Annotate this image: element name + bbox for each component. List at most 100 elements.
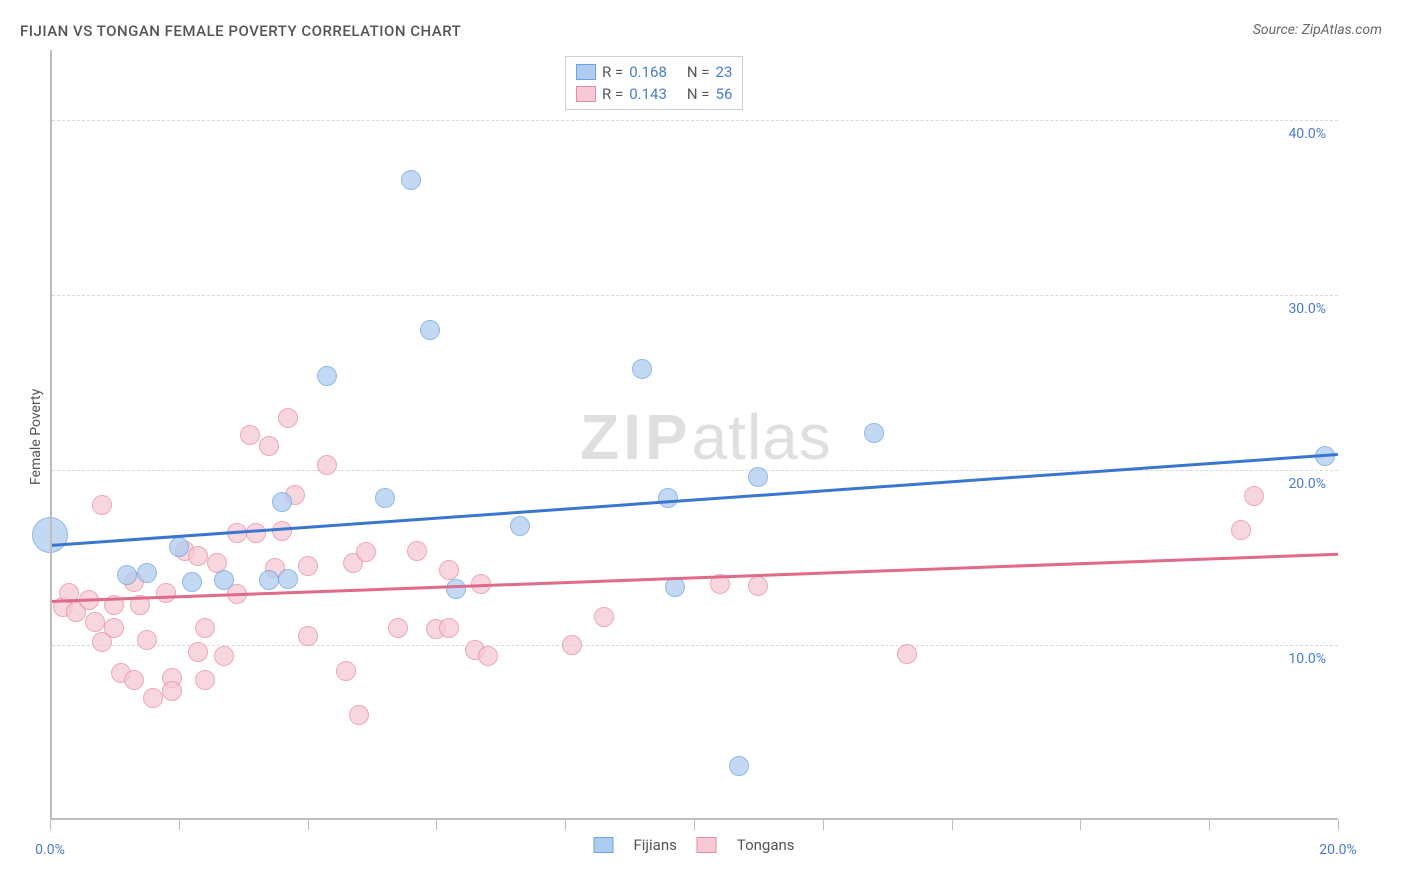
n-label: N = (687, 61, 710, 83)
scatter-point (188, 546, 208, 566)
scatter-point (169, 537, 189, 557)
r-label: R = (602, 83, 623, 105)
series-legend: Fijians Tongans (593, 836, 794, 854)
scatter-point (214, 646, 234, 666)
scatter-point (562, 635, 582, 655)
r-label: R = (602, 61, 623, 83)
n-label: N = (687, 83, 710, 105)
legend-label-tongans: Tongans (737, 836, 795, 854)
y-axis-label: Female Poverty (28, 389, 44, 485)
x-tick (1338, 820, 1339, 830)
scatter-point (298, 556, 318, 576)
scatter-point (272, 521, 292, 541)
scatter-point (356, 542, 376, 562)
scatter-point (92, 495, 112, 515)
legend-row-tongans: R = 0.143 N = 56 (576, 83, 732, 105)
y-tick-label: 40.0% (1288, 126, 1332, 142)
grid-line (52, 645, 1338, 646)
scatter-point (162, 681, 182, 701)
scatter-point (246, 523, 266, 543)
x-tick-label: 0.0% (35, 842, 65, 858)
grid-line (52, 470, 1338, 471)
scatter-point (124, 670, 144, 690)
scatter-point (143, 688, 163, 708)
scatter-point (897, 644, 917, 664)
y-tick-label: 10.0% (1288, 651, 1332, 667)
scatter-point (665, 577, 685, 597)
scatter-point (156, 583, 176, 603)
scatter-point (298, 626, 318, 646)
legend-label-fijians: Fijians (633, 836, 676, 854)
scatter-point (439, 560, 459, 580)
x-tick-label: 20.0% (1319, 842, 1357, 858)
scatter-point (240, 425, 260, 445)
x-axis-line (50, 818, 1338, 820)
scatter-point (478, 646, 498, 666)
scatter-point (317, 455, 337, 475)
scatter-point (104, 618, 124, 638)
scatter-point (439, 618, 459, 638)
scatter-point (594, 607, 614, 627)
x-tick (1080, 820, 1081, 830)
scatter-point (317, 366, 337, 386)
trend-line (50, 453, 1338, 546)
scatter-point (259, 436, 279, 456)
scatter-point (1231, 520, 1251, 540)
scatter-point (272, 492, 292, 512)
scatter-point (375, 488, 395, 508)
x-tick (823, 820, 824, 830)
x-tick (1209, 820, 1210, 830)
scatter-point (195, 618, 215, 638)
grid-line (52, 120, 1338, 121)
x-tick (952, 820, 953, 830)
scatter-point (407, 541, 427, 561)
scatter-point (658, 488, 678, 508)
x-tick (308, 820, 309, 830)
scatter-point (446, 579, 466, 599)
scatter-point (137, 630, 157, 650)
scatter-point (510, 516, 530, 536)
scatter-point (420, 320, 440, 340)
scatter-point (259, 570, 279, 590)
x-tick (565, 820, 566, 830)
scatter-point (195, 670, 215, 690)
scatter-point (278, 408, 298, 428)
swatch-tongans (576, 86, 596, 102)
scatter-point (748, 467, 768, 487)
y-axis-line (50, 50, 52, 820)
scatter-point (388, 618, 408, 638)
n-value-tongans: 56 (716, 83, 733, 105)
scatter-point (401, 170, 421, 190)
grid-line (52, 295, 1338, 296)
x-tick (436, 820, 437, 830)
scatter-point (336, 661, 356, 681)
x-tick (50, 820, 51, 830)
swatch-tongans-bottom (697, 837, 717, 853)
scatter-point (748, 576, 768, 596)
y-tick-label: 20.0% (1288, 476, 1332, 492)
scatter-point (729, 756, 749, 776)
scatter-point (864, 423, 884, 443)
correlation-legend: R = 0.168 N = 23 R = 0.143 N = 56 (565, 56, 743, 110)
n-value-fijians: 23 (716, 61, 733, 83)
x-tick (694, 820, 695, 830)
scatter-point (349, 705, 369, 725)
legend-row-fijians: R = 0.168 N = 23 (576, 61, 732, 83)
scatter-point (117, 565, 137, 585)
r-value-tongans: 0.143 (629, 83, 667, 105)
r-value-fijians: 0.168 (629, 61, 667, 83)
scatter-point (1244, 486, 1264, 506)
chart-plot-area: 10.0%20.0%30.0%40.0%0.0%20.0% ZIPatlas R… (50, 50, 1338, 820)
scatter-point (278, 569, 298, 589)
scatter-point (137, 563, 157, 583)
chart-title: FIJIAN VS TONGAN FEMALE POVERTY CORRELAT… (20, 22, 461, 40)
scatter-point (85, 612, 105, 632)
y-tick-label: 30.0% (1288, 301, 1332, 317)
scatter-point (632, 359, 652, 379)
scatter-point (214, 570, 234, 590)
swatch-fijians (576, 64, 596, 80)
scatter-point (182, 572, 202, 592)
x-tick (179, 820, 180, 830)
trend-line (50, 552, 1338, 602)
scatter-point (188, 642, 208, 662)
